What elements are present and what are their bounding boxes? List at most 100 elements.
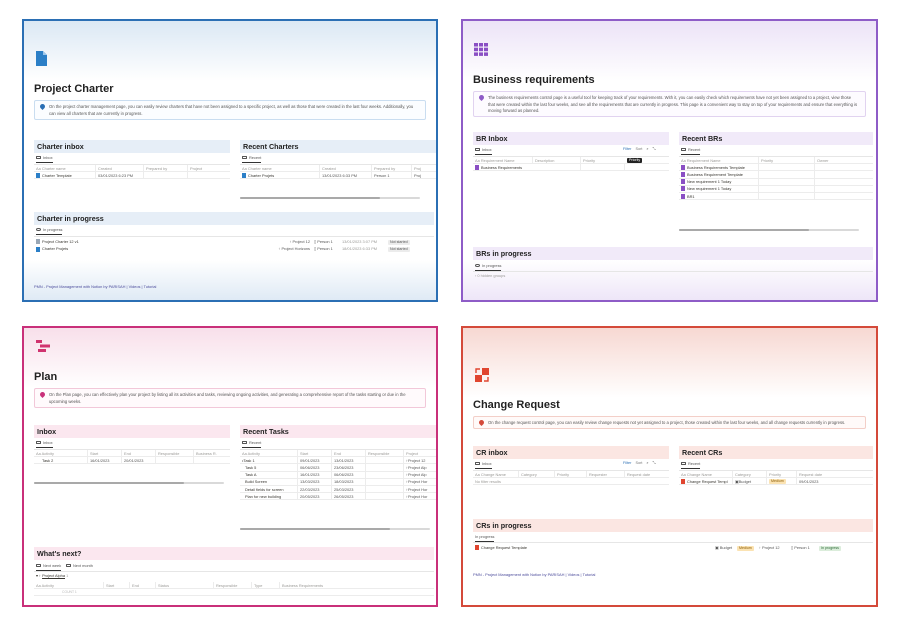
hidden-groups-toggle[interactable]: › 0 hidden groups [475,273,506,278]
footer-links[interactable]: PMN - Project Management with Notion by … [34,284,157,289]
charter-in-progress-heading: Charter in progress [34,212,434,225]
table-row[interactable]: Task A 16/01/2023 06/06/2023 ↑Project Alp [240,471,436,479]
table-row[interactable]: Change Request Templ ▣ Budget Medium 09/… [679,478,873,486]
page-icon [242,172,246,178]
tab-recent[interactable]: Recent [681,147,701,155]
table-row[interactable]: Business Requirement Template [679,171,873,179]
page-title: Change Request [473,399,560,411]
recent-brs-table: Aa Requirement Name Priority Owner Busin… [679,157,873,201]
recent-brs-heading: Recent BRs [679,132,873,145]
tab-recent[interactable]: Recent [681,461,701,469]
callout-text: On the project charter management page, … [49,104,414,116]
table-row[interactable]: Build Screen 13/03/2023 18/03/2023 ↑Project… [240,478,436,486]
table-row[interactable]: Task 5 06/06/2023 23/06/2023 ↑Project Alp [240,464,436,472]
table-row[interactable]: Task 2 16/01/2023 20/01/2023 [34,457,230,465]
filter-button[interactable]: Filter [623,461,632,465]
table-row[interactable]: Business Requirements [473,164,669,172]
table-header: Aa Charter name Created Prepared by Proj [240,165,436,173]
plan-inbox-table: Aa Activity Start End Responsible Busine… [34,450,230,465]
tab-next-week[interactable]: Next week [36,563,62,571]
divider [679,156,873,157]
callout-text: The business requirements control page i… [488,95,858,113]
horizontal-scrollbar[interactable] [240,528,430,530]
sort-button[interactable]: Sort [635,147,643,151]
list-item[interactable]: Change Request Template ▣ Budget Medium … [473,544,873,551]
business-requirements-card: Business requirements The business requi… [461,19,878,302]
inbox-heading: Inbox [34,425,230,438]
tab-next-month[interactable]: Next month [66,563,93,571]
table-icon [242,440,247,445]
table-header: Aa Charter name Created Prepared by Proj… [34,165,230,173]
list-item[interactable]: Project Charter 12 v1 ↑ Project 12 ▯ Per… [34,238,434,245]
divider [240,164,436,165]
list-item[interactable]: Charter Projets ↑ Project Horizons ▯ Per… [34,245,434,252]
table-row[interactable]: Charter Template 03/01/2023 6:23 PM [34,172,230,180]
group-header[interactable]: ▾ ↑ Project Alpha 1 [36,573,69,578]
tab-in-progress[interactable]: In progress [475,534,495,542]
info-callout: On the Plan page, you can effectively pl… [34,388,426,408]
divider [473,542,873,543]
whats-next-heading: What's next? [34,547,434,560]
tab-recent[interactable]: Recent [242,440,262,448]
change-icon [475,368,489,382]
table-row[interactable]: COUNT 1 [34,589,434,597]
info-callout: On the project charter management page, … [34,100,426,120]
table-icon [36,155,41,160]
divider [473,156,669,157]
filter-button[interactable]: Filter [623,147,632,151]
table-row[interactable]: New requirement 1 Today [679,185,873,193]
status-badge: Not started [388,246,410,252]
table-row[interactable]: Business Requirements Template [679,164,873,172]
charter-inbox-table: Aa Charter name Created Prepared by Proj… [34,165,230,180]
callout-text: On the change request control page, you … [488,420,846,425]
board-icon [36,227,41,232]
charter-progress-list: Project Charter 12 v1 ↑ Project 12 ▯ Per… [34,238,434,252]
expand-icon[interactable]: ⤡ [652,461,656,465]
search-icon[interactable]: ⌕ [646,147,649,151]
footer-links[interactable]: PMN - Project Management with Notion by … [473,572,596,577]
table-header: Aa Activity Start End Responsible Busine… [34,450,230,458]
status-badge: In progress [819,545,841,551]
table-row[interactable]: Plan for new building 20/05/2023 26/05/202… [240,493,436,501]
tab-recent[interactable]: Recent [242,155,262,163]
tab-inbox[interactable]: Inbox [36,155,53,163]
tab-in-progress[interactable]: In progress [36,227,63,235]
priority-badge: Medium [737,545,754,551]
horizontal-scrollbar[interactable] [34,482,224,484]
table-row[interactable]: Charter Projets 13/01/2023 6:33 PM Perso… [240,172,436,180]
table-header: Aa Requirement Name Priority Owner [679,157,873,165]
divider [679,470,873,471]
pin-icon [477,418,486,427]
recent-charters-heading: Recent Charters [240,140,436,153]
grid-icon [475,164,479,170]
tab-inbox[interactable]: Inbox [475,147,492,155]
br-inbox-heading: BR Inbox [473,132,669,145]
table-row[interactable]: • Task 1 09/01/2023 13/01/2023 ↑Project 12 [240,457,436,465]
table-icon [475,461,480,466]
table-icon [36,563,41,568]
crs-in-progress-heading: CRs in progress [473,519,873,532]
expand-icon[interactable]: ⤡ [652,147,656,151]
grid-icon [681,186,685,192]
tab-in-progress[interactable]: In progress [475,263,502,271]
charter-inbox-heading: Charter inbox [34,140,230,153]
search-icon[interactable]: ⌕ [646,461,649,465]
pin-icon [38,102,47,111]
horizontal-scrollbar[interactable] [240,197,420,199]
horizontal-scrollbar[interactable] [679,229,859,231]
divider [473,271,873,272]
tab-inbox[interactable]: Inbox [475,461,492,469]
whats-next-table: Aa Activity Start End Status Responsible… [34,582,434,597]
brs-in-progress-heading: BRs in progress [473,247,873,260]
table-icon [681,147,686,152]
empty-state: No filter results [473,478,669,486]
page-icon [36,239,40,245]
table-row[interactable]: BR1 [679,192,873,201]
table-icon [66,563,71,568]
table-row[interactable]: Detail fields for screen 22/03/2023 25/03/… [240,485,436,494]
sort-button[interactable]: Sort [635,461,643,465]
project-charter-card: Project Charter On the project charter m… [22,19,438,302]
table-row[interactable]: New requirement 1 Today [679,178,873,186]
table-header: Aa Change Name Category Priority Request… [473,471,669,479]
tab-inbox[interactable]: Inbox [36,440,53,448]
